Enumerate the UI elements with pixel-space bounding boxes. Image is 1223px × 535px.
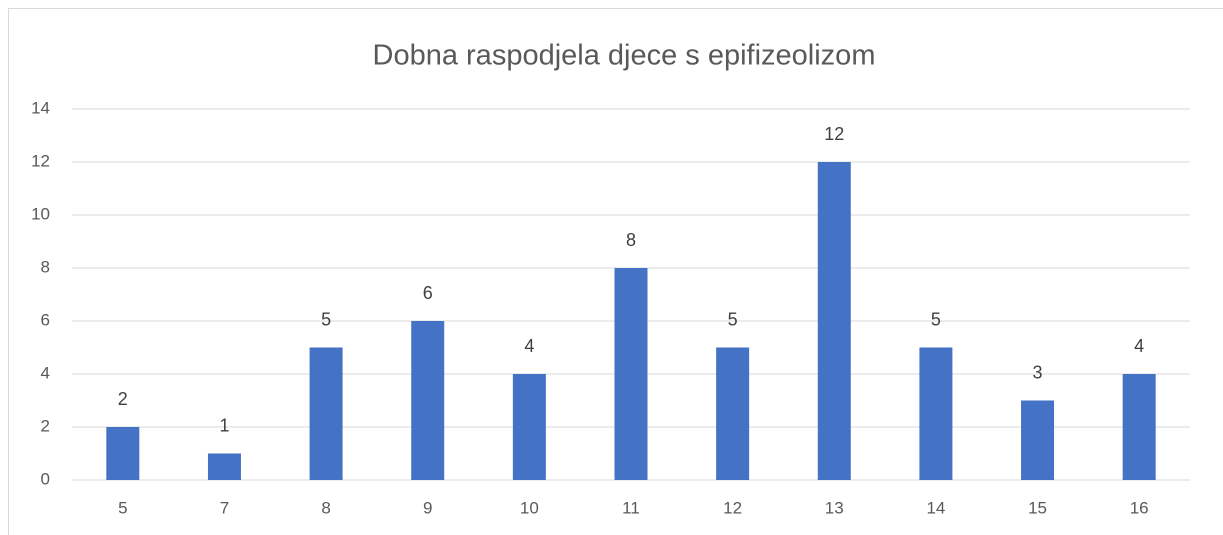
bar bbox=[106, 427, 140, 480]
bar bbox=[817, 162, 851, 480]
bar bbox=[411, 321, 445, 480]
bar bbox=[1122, 374, 1156, 480]
y-tick-label: 6 bbox=[41, 310, 50, 329]
data-label: 12 bbox=[824, 124, 844, 144]
data-label: 3 bbox=[1033, 362, 1043, 382]
x-tick-label: 9 bbox=[423, 498, 432, 517]
bar bbox=[919, 347, 953, 480]
chart-frame bbox=[8, 8, 1223, 535]
y-tick-label: 2 bbox=[41, 416, 50, 435]
y-tick-label: 0 bbox=[41, 469, 50, 488]
chart-title: Dobna raspodjela djece s epifizeolizom bbox=[373, 40, 876, 72]
x-tick-label: 7 bbox=[220, 498, 229, 517]
data-label: 4 bbox=[1134, 336, 1144, 356]
x-tick-label: 14 bbox=[926, 498, 945, 517]
y-tick-label: 10 bbox=[31, 204, 50, 223]
bar bbox=[309, 347, 343, 480]
data-label: 5 bbox=[728, 309, 738, 329]
x-tick-label: 8 bbox=[321, 498, 330, 517]
bar bbox=[614, 268, 648, 480]
x-tick-label: 13 bbox=[825, 498, 844, 517]
data-label: 5 bbox=[931, 309, 941, 329]
data-label: 1 bbox=[219, 415, 229, 435]
y-tick-label: 8 bbox=[41, 257, 50, 276]
y-tick-label: 12 bbox=[31, 151, 50, 170]
data-label: 4 bbox=[524, 336, 534, 356]
bar bbox=[716, 347, 750, 480]
x-tick-label: 15 bbox=[1028, 498, 1047, 517]
data-label: 8 bbox=[626, 230, 636, 250]
data-label: 5 bbox=[321, 309, 331, 329]
y-tick-label: 14 bbox=[31, 98, 50, 117]
bar bbox=[1021, 400, 1055, 480]
x-tick-label: 5 bbox=[118, 498, 127, 517]
bar bbox=[207, 453, 241, 480]
y-tick-label: 4 bbox=[41, 363, 50, 382]
x-tick-label: 16 bbox=[1130, 498, 1149, 517]
bar bbox=[512, 374, 546, 480]
data-label: 6 bbox=[423, 283, 433, 303]
x-tick-label: 10 bbox=[520, 498, 539, 517]
x-tick-label: 11 bbox=[622, 498, 640, 517]
data-label: 2 bbox=[118, 389, 128, 409]
x-tick-label: 12 bbox=[723, 498, 742, 517]
